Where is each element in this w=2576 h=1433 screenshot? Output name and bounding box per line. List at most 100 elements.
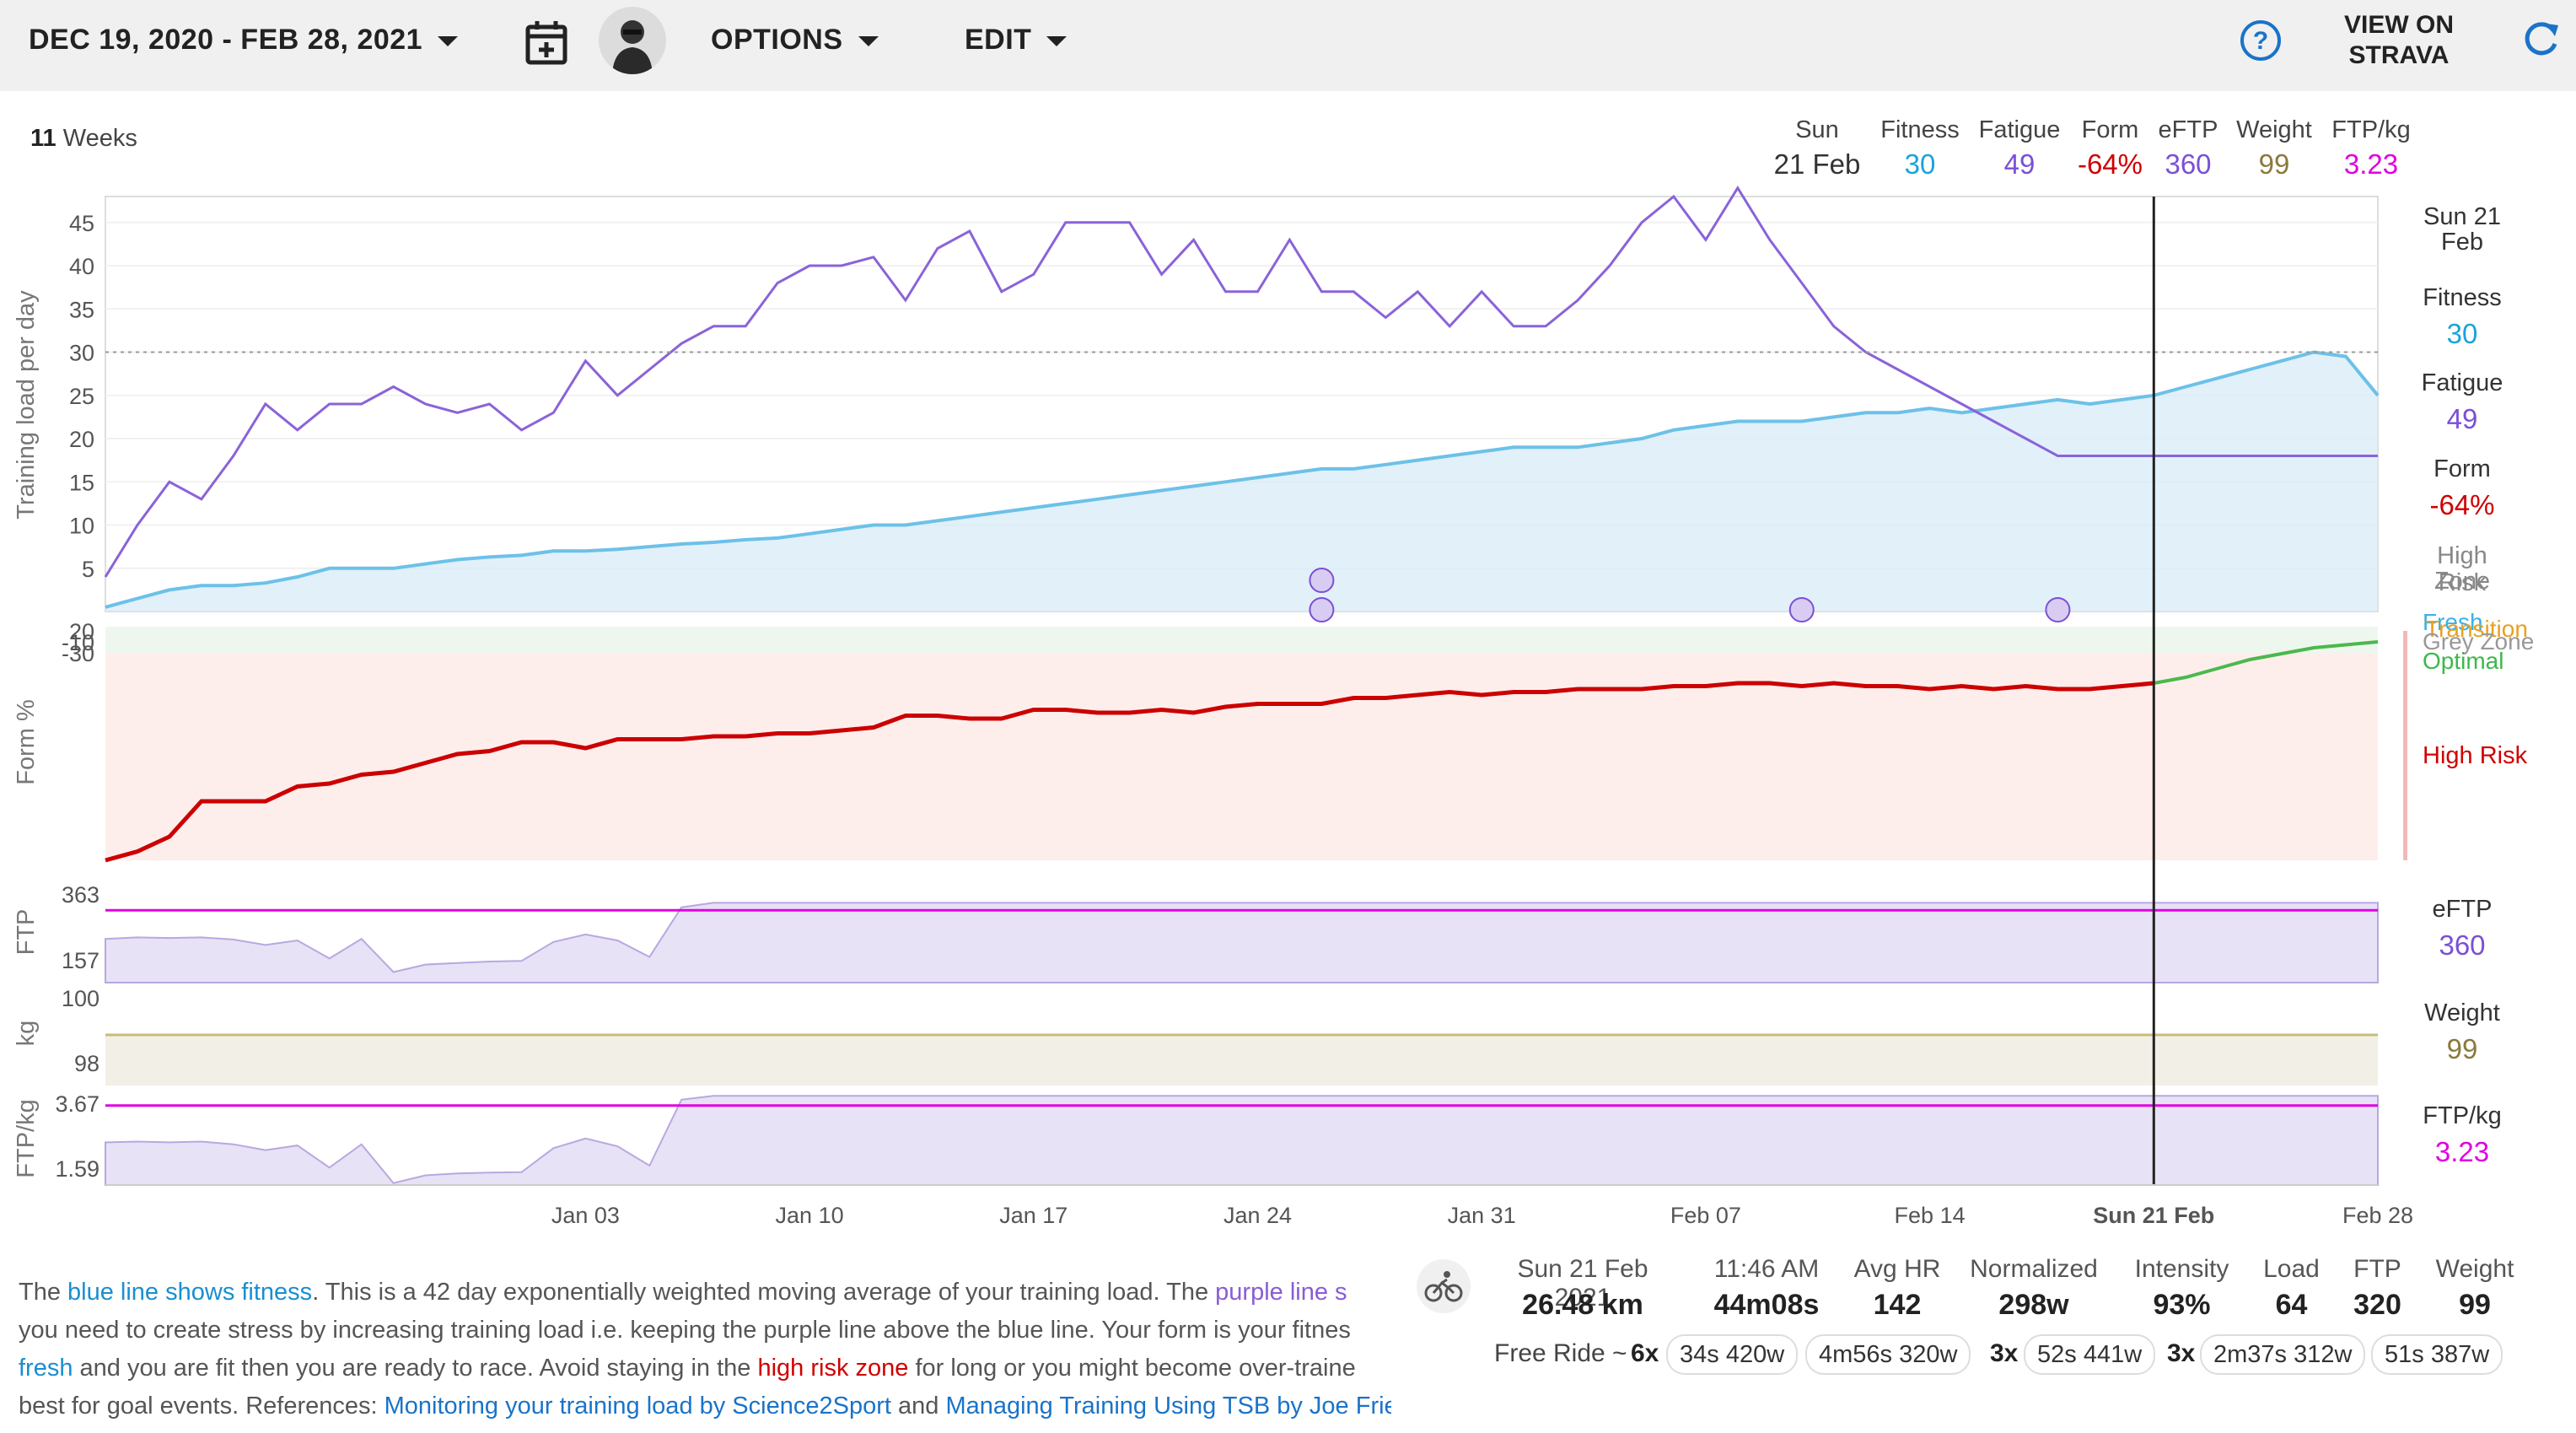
legend-ftpkg-label: FTP/kg [2423,1102,2502,1129]
load-ytick: 40 [69,254,94,279]
header-date-value: 21 Feb [1773,148,1861,180]
legend-eftp-value: 360 [2439,929,2486,961]
chevron-down-icon [1046,36,1068,47]
form-axis-label: Form % [13,699,40,785]
form-ytick-minus10: -10 [62,630,94,655]
normalized-value: 298w [1998,1289,2069,1321]
legend-fatigue-value: 49 [2446,403,2478,434]
legend-form-label: Form [2433,455,2491,482]
legend-fitness-label: Fitness [2423,284,2502,311]
legend-zone-line1: High Risk [2437,542,2487,596]
form-zone-scale [2403,631,2407,860]
x-tick-label: Jan 24 [1223,1203,1292,1228]
joe-friel-link[interactable]: Managing Training Using TSB by Joe Friel [945,1393,1391,1420]
header-fitness-value: 30 [1904,148,1936,180]
date-range-label: DEC 19, 2020 - FEB 28, 2021 [29,24,423,56]
legend-fitness-value: 30 [2446,318,2478,349]
x-tick-label: Jan 10 [776,1203,844,1228]
interval-chip[interactable]: 4m56s 320w [1805,1334,1971,1375]
activity-marker [1309,568,1335,593]
ftp-value: 320 [2353,1289,2401,1321]
header-fatigue-value: 49 [2003,148,2036,180]
edit-menu[interactable]: EDIT [965,24,1068,57]
strava-label: STRAVA [2348,41,2450,69]
zone-fresh: Fresh [2423,609,2483,635]
legend-zone-line2: Zone [2433,568,2491,595]
desc-text: for long or you might become over-traine [908,1355,1356,1382]
ftpkg-axis-label: FTP/kg [13,1099,40,1177]
header-ftpkg-value: 3.23 [2343,148,2399,180]
header-weight-value: 99 [2258,148,2290,180]
form-projection-line [2153,640,2379,685]
legend-weight-value: 99 [2446,1033,2478,1064]
legend-weight-label: Weight [2424,999,2500,1026]
legend-eftp-label: eFTP [2432,896,2493,923]
fitness-line [105,350,2380,609]
weight-value: 99 [2459,1289,2491,1321]
desc-text: The [19,1279,68,1306]
desc-line-2: you need to create stress by increasing … [19,1317,1351,1344]
ftpkg-area [105,1095,2379,1186]
load-ytick: 5 [82,557,94,582]
zone-optimal: Optimal [2423,648,2504,674]
edit-label: EDIT [965,24,1032,56]
activity-date: Sun 21 Feb 2021 [1517,1255,1648,1312]
science2sport-link[interactable]: Monitoring your training load by Science… [384,1393,891,1420]
weeks-label: Weeks [62,125,137,152]
activity-marker [2045,597,2071,622]
legend-fatigue-label: Fatigue [2421,369,2503,396]
interval-chip[interactable]: 52s 441w [2024,1334,2156,1375]
chevron-down-icon [858,36,879,47]
fitness-area [105,352,2378,611]
interval-chip[interactable]: 51s 387w [2371,1334,2503,1375]
avatar[interactable] [599,7,666,74]
weeks-count: 11 [30,125,56,152]
weight-ytick-bottom: 98 [74,1051,99,1076]
header-form-value: -64% [2077,148,2143,180]
load-ytick: 30 [69,341,94,366]
load-ytick: 10 [69,514,94,539]
ftpkg-ytick-top: 3.67 [55,1091,99,1117]
header-weight-label: Weight [2236,116,2312,143]
interval-chip[interactable]: 34s 420w [1666,1334,1799,1375]
form-line [105,681,2154,863]
x-tick-label: Sun 21 Feb [2093,1203,2214,1228]
desc-text: and [890,1393,946,1420]
x-tick-label: Jan 17 [999,1203,1068,1228]
load-ytick: 20 [69,427,94,452]
load-label: Load [2263,1255,2320,1283]
activity-marker [1788,597,1815,622]
optimal-zone-band [105,627,2378,654]
refresh-icon[interactable] [2520,19,2562,61]
interval-rep-1: 6x [1631,1339,1659,1367]
load-value: 64 [2275,1289,2308,1321]
x-axis-ticks: Jan 03 Jan 10 Jan 17 Jan 24 Jan 31 Feb 07 Feb … [551,1203,2413,1228]
chevron-down-icon [438,36,459,47]
zone-transition: Transition [2425,616,2528,642]
desc-fitness-highlight: blue line shows fitness [67,1279,313,1306]
activity-distance: 26.48 km [1522,1289,1643,1321]
fitness-description: The blue line shows fitness. This is a 4… [19,1274,1391,1430]
date-range-selector[interactable]: DEC 19, 2020 - FEB 28, 2021 [29,24,459,57]
desc-line-1: The blue line shows fitness. This is a 4… [19,1274,1391,1312]
header-ftpkg-label: FTP/kg [2331,116,2411,143]
header-fatigue-label: Fatigue [1978,116,2061,143]
header-fitness-label: Fitness [1880,116,1960,143]
view-on-strava-button[interactable]: VIEW ON STRAVA [2327,10,2471,71]
header-eftp-value: 360 [2165,148,2212,180]
weight-ytick-top: 100 [62,986,99,1011]
interval-chip[interactable]: 2m37s 312w [2200,1334,2366,1375]
top-toolbar: DEC 19, 2020 - FEB 28, 2021 OPTIONS EDIT… [0,0,2576,91]
ftp-ytick-top: 363 [62,882,99,908]
cycling-icon[interactable] [1417,1259,1471,1313]
interval-rep-2: 3x [1990,1339,2019,1367]
ftp-axis-label: FTP [13,909,40,956]
options-menu[interactable]: OPTIONS [711,24,879,57]
desc-text: best for goal events. References: [19,1393,385,1420]
legend-date-line2: Feb [2441,229,2483,256]
header-form-label: Form [2081,116,2139,143]
load-y-ticks: 5 10 15 20 25 30 35 40 45 [69,211,94,582]
help-icon[interactable]: ? [2239,19,2283,62]
calendar-add-icon[interactable] [524,19,568,66]
